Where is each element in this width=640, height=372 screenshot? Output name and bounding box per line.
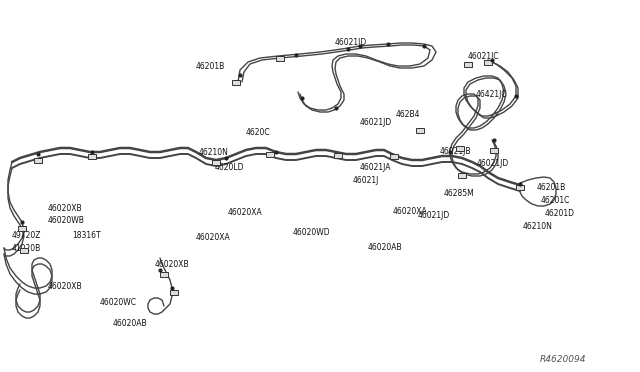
Text: 4620C: 4620C — [246, 128, 271, 137]
Bar — [458, 173, 466, 177]
Bar — [34, 157, 42, 163]
Text: 46021J: 46021J — [353, 176, 380, 185]
Bar — [484, 60, 492, 64]
Bar — [334, 153, 342, 157]
Bar — [18, 225, 26, 231]
Text: 46201B: 46201B — [537, 183, 566, 192]
Text: 46020WD: 46020WD — [293, 228, 331, 237]
Text: 46021JD: 46021JD — [360, 118, 392, 127]
Text: 4620LD: 4620LD — [215, 163, 244, 172]
Text: 46021JA: 46021JA — [360, 163, 392, 172]
Bar — [232, 80, 240, 84]
Bar — [490, 148, 498, 153]
Text: 46020XB: 46020XB — [48, 204, 83, 213]
Text: 46021JD: 46021JD — [418, 211, 451, 220]
Text: 46020AB: 46020AB — [368, 243, 403, 252]
Text: 46020WC: 46020WC — [100, 298, 137, 307]
Text: 46020XB: 46020XB — [48, 282, 83, 291]
Text: 46021JC: 46021JC — [468, 52, 500, 61]
Bar — [276, 55, 284, 61]
Bar — [266, 151, 274, 157]
Text: 46421JC: 46421JC — [476, 90, 508, 99]
Text: 46210N: 46210N — [199, 148, 229, 157]
Bar — [456, 145, 464, 151]
Text: 46020XA: 46020XA — [228, 208, 263, 217]
Bar — [170, 289, 178, 295]
Text: 46201C: 46201C — [541, 196, 570, 205]
Text: 46020XA: 46020XA — [393, 207, 428, 216]
Text: R4620094: R4620094 — [540, 355, 586, 364]
Bar — [88, 154, 96, 158]
Text: 46020XA: 46020XA — [196, 233, 231, 242]
Text: 46201B: 46201B — [196, 62, 225, 71]
Text: 18316T: 18316T — [72, 231, 100, 240]
Text: 46210N: 46210N — [523, 222, 553, 231]
Bar — [516, 185, 524, 189]
Bar — [390, 154, 398, 158]
Text: 46021JD: 46021JD — [335, 38, 367, 47]
Text: 462B4: 462B4 — [396, 110, 420, 119]
Text: 46020WB: 46020WB — [48, 216, 85, 225]
Bar — [160, 272, 168, 276]
Text: 46020XB: 46020XB — [155, 260, 189, 269]
Text: 46021JB: 46021JB — [440, 147, 472, 156]
Text: 49720Z: 49720Z — [12, 231, 42, 240]
Text: 41020B: 41020B — [12, 244, 41, 253]
Bar — [20, 247, 28, 253]
Bar — [416, 128, 424, 132]
Text: 46201D: 46201D — [545, 209, 575, 218]
Text: 46285M: 46285M — [444, 189, 475, 198]
Bar — [212, 160, 220, 164]
Text: 46020AB: 46020AB — [113, 319, 148, 328]
Text: 46021JD: 46021JD — [477, 159, 509, 168]
Bar — [464, 61, 472, 67]
